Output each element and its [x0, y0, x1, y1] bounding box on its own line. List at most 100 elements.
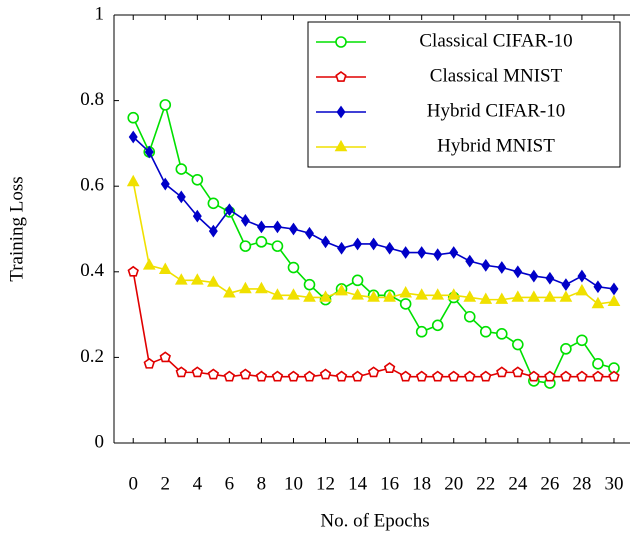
marker	[175, 366, 188, 378]
marker	[479, 292, 493, 304]
marker	[239, 281, 252, 294]
marker	[433, 248, 443, 262]
marker	[190, 273, 204, 285]
marker	[529, 269, 539, 283]
x-tick-label: 16	[380, 473, 399, 494]
marker	[207, 368, 220, 380]
marker	[303, 370, 316, 382]
marker	[399, 370, 412, 382]
marker	[287, 288, 300, 300]
marker	[335, 283, 348, 296]
marker	[527, 290, 541, 302]
marker	[142, 258, 156, 270]
marker	[608, 370, 620, 382]
marker	[577, 269, 587, 283]
marker	[287, 261, 300, 274]
marker	[512, 338, 524, 351]
y-tick-label: 0.6	[80, 175, 104, 196]
marker	[401, 246, 411, 259]
legend-label: Classical CIFAR-10	[419, 30, 572, 51]
x-tick-label: 20	[444, 473, 463, 494]
legend-label: Hybrid MNIST	[437, 135, 555, 156]
marker	[255, 236, 268, 248]
marker	[207, 197, 220, 210]
marker	[239, 368, 252, 380]
marker	[609, 282, 619, 296]
marker	[159, 351, 171, 363]
series-line	[132, 271, 614, 378]
marker	[399, 298, 412, 310]
marker	[255, 370, 268, 382]
marker	[448, 370, 460, 382]
marker	[431, 319, 444, 332]
marker	[319, 368, 332, 380]
marker	[353, 237, 363, 251]
marker	[417, 246, 427, 259]
marker	[143, 357, 155, 369]
marker	[383, 290, 396, 302]
marker	[191, 173, 204, 186]
marker	[144, 145, 154, 159]
marker	[369, 237, 379, 251]
marker	[367, 366, 380, 378]
marker	[561, 278, 571, 292]
marker	[576, 370, 588, 382]
marker	[512, 366, 524, 378]
marker	[513, 265, 523, 279]
x-tick-label: 10	[284, 473, 303, 494]
marker	[464, 370, 476, 382]
y-tick-label: 0.8	[80, 89, 104, 110]
marker	[415, 325, 428, 338]
marker	[128, 130, 138, 144]
marker	[271, 370, 284, 382]
legend-label: Hybrid CIFAR-10	[427, 100, 565, 121]
x-tick-label: 30	[604, 473, 623, 494]
marker	[272, 220, 282, 234]
marker	[337, 241, 347, 255]
y-tick-label: 0.4	[80, 260, 104, 281]
marker	[479, 325, 492, 338]
marker	[593, 280, 603, 294]
marker	[544, 370, 556, 382]
marker	[545, 271, 555, 285]
x-tick-label: 0	[128, 473, 138, 494]
marker	[367, 290, 380, 302]
x-tick-label: 6	[225, 473, 235, 494]
marker	[175, 163, 188, 175]
plot	[126, 99, 621, 389]
marker	[256, 220, 266, 234]
marker	[463, 290, 477, 302]
marker	[351, 274, 364, 287]
marker	[465, 254, 475, 268]
marker	[335, 36, 347, 48]
marker	[496, 366, 508, 378]
marker	[127, 265, 139, 277]
marker	[240, 214, 250, 227]
marker	[127, 111, 140, 124]
marker	[239, 240, 252, 252]
marker	[159, 99, 172, 111]
marker	[176, 190, 186, 204]
marker	[351, 370, 364, 382]
x-tick-label: 26	[540, 473, 559, 494]
marker	[592, 358, 604, 370]
marker	[560, 343, 572, 355]
marker	[432, 370, 444, 382]
legend-box	[307, 21, 621, 168]
x-tick-label: 8	[257, 473, 267, 494]
marker	[543, 290, 557, 302]
marker	[126, 174, 140, 187]
marker	[335, 71, 347, 82]
marker	[206, 275, 220, 287]
marker	[495, 292, 509, 304]
y-tick-label: 0.2	[80, 346, 104, 367]
marker	[592, 370, 604, 382]
marker	[415, 370, 428, 382]
marker	[303, 290, 316, 302]
marker	[271, 288, 284, 300]
marker	[334, 139, 348, 152]
marker	[383, 362, 396, 373]
marker	[336, 105, 346, 119]
marker	[223, 370, 236, 382]
